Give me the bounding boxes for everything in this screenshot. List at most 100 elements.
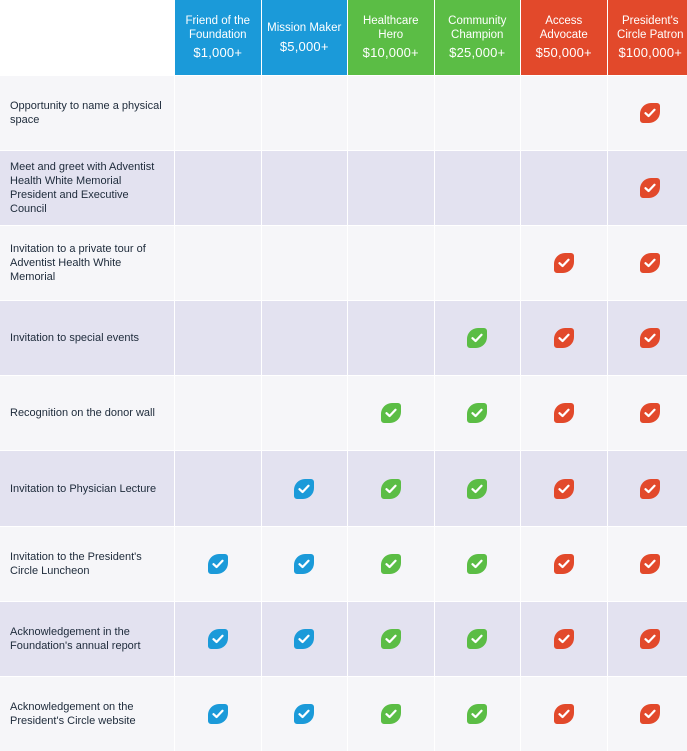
- tier-amount: $25,000+: [449, 46, 505, 60]
- benefit-cell: [175, 301, 261, 375]
- benefit-cell: [175, 376, 261, 450]
- benefit-label: Invitation to the President's Circle Lun…: [0, 527, 174, 601]
- benefit-cell: [521, 376, 607, 450]
- benefit-cell: [521, 451, 607, 525]
- check-leaf-icon: [467, 629, 487, 649]
- benefit-cell: [608, 301, 687, 375]
- tier-amount: $10,000+: [363, 46, 419, 60]
- check-leaf-icon: [554, 554, 574, 574]
- benefit-cell: [262, 376, 348, 450]
- check-leaf-icon: [294, 554, 314, 574]
- tier-amount: $1,000+: [193, 46, 242, 60]
- tier-name: Friend of the Foundation: [179, 15, 257, 42]
- tier-name: President's Circle Patron: [612, 15, 687, 42]
- benefit-label: Acknowledgement on the President's Circl…: [0, 677, 174, 751]
- benefit-cell: [175, 677, 261, 751]
- benefit-cell: [521, 151, 607, 225]
- benefit-cell: [175, 527, 261, 601]
- benefit-cell: [608, 602, 687, 676]
- check-leaf-icon: [208, 554, 228, 574]
- benefit-cell: [262, 226, 348, 300]
- check-leaf-icon: [294, 629, 314, 649]
- tier-header: Friend of the Foundation $1,000+: [175, 0, 261, 75]
- benefit-cell: [521, 527, 607, 601]
- benefit-cell: [435, 451, 521, 525]
- check-leaf-icon: [294, 704, 314, 724]
- benefit-cell: [262, 451, 348, 525]
- check-leaf-icon: [208, 704, 228, 724]
- benefit-cell: [348, 677, 434, 751]
- tier-header: Mission Maker $5,000+: [262, 0, 348, 75]
- check-leaf-icon: [640, 328, 660, 348]
- benefit-cell: [435, 527, 521, 601]
- benefit-cell: [608, 527, 687, 601]
- benefit-cell: [521, 301, 607, 375]
- benefit-cell: [262, 76, 348, 150]
- check-leaf-icon: [554, 629, 574, 649]
- benefit-cell: [435, 301, 521, 375]
- benefit-label: Invitation to Physician Lecture: [0, 451, 174, 525]
- benefit-label: Invitation to special events: [0, 301, 174, 375]
- check-leaf-icon: [640, 103, 660, 123]
- benefit-cell: [608, 76, 687, 150]
- tier-amount: $100,000+: [618, 46, 682, 60]
- benefit-cell: [262, 527, 348, 601]
- benefit-cell: [608, 376, 687, 450]
- benefit-cell: [521, 226, 607, 300]
- benefit-cell: [262, 602, 348, 676]
- check-leaf-icon: [554, 704, 574, 724]
- benefit-cell: [435, 376, 521, 450]
- benefit-cell: [608, 226, 687, 300]
- benefit-cell: [175, 76, 261, 150]
- check-leaf-icon: [640, 479, 660, 499]
- benefit-cell: [435, 602, 521, 676]
- check-leaf-icon: [640, 629, 660, 649]
- tier-name: Healthcare Hero: [352, 15, 430, 42]
- check-leaf-icon: [467, 479, 487, 499]
- benefit-cell: [175, 602, 261, 676]
- benefit-cell: [348, 451, 434, 525]
- benefit-cell: [348, 602, 434, 676]
- table-corner: [0, 0, 174, 75]
- check-leaf-icon: [640, 178, 660, 198]
- benefit-cell: [348, 226, 434, 300]
- check-leaf-icon: [640, 403, 660, 423]
- benefit-cell: [262, 301, 348, 375]
- tier-name: Community Champion: [439, 15, 517, 42]
- check-leaf-icon: [208, 629, 228, 649]
- tier-amount: $5,000+: [280, 40, 329, 54]
- benefit-cell: [435, 677, 521, 751]
- benefit-cell: [435, 76, 521, 150]
- tier-amount: $50,000+: [536, 46, 592, 60]
- benefit-label: Acknowledgement in the Foundation's annu…: [0, 602, 174, 676]
- benefit-cell: [608, 151, 687, 225]
- benefit-cell: [262, 677, 348, 751]
- benefit-cell: [348, 376, 434, 450]
- tier-header: Community Champion $25,000+: [435, 0, 521, 75]
- benefit-cell: [435, 226, 521, 300]
- tier-name: Access Advocate: [525, 15, 603, 42]
- benefit-cell: [608, 677, 687, 751]
- check-leaf-icon: [467, 403, 487, 423]
- benefit-cell: [262, 151, 348, 225]
- tier-name: Mission Maker: [267, 22, 341, 36]
- check-leaf-icon: [554, 479, 574, 499]
- benefit-label: Opportunity to name a physical space: [0, 76, 174, 150]
- benefit-cell: [521, 677, 607, 751]
- check-leaf-icon: [467, 704, 487, 724]
- benefit-cell: [521, 76, 607, 150]
- check-leaf-icon: [554, 253, 574, 273]
- check-leaf-icon: [467, 328, 487, 348]
- check-leaf-icon: [554, 403, 574, 423]
- check-leaf-icon: [467, 554, 487, 574]
- tier-header: Healthcare Hero $10,000+: [348, 0, 434, 75]
- benefit-cell: [348, 76, 434, 150]
- tier-header: Access Advocate $50,000+: [521, 0, 607, 75]
- benefit-label: Recognition on the donor wall: [0, 376, 174, 450]
- tier-header: President's Circle Patron $100,000+: [608, 0, 687, 75]
- check-leaf-icon: [640, 554, 660, 574]
- benefit-cell: [175, 451, 261, 525]
- check-leaf-icon: [381, 479, 401, 499]
- check-leaf-icon: [640, 704, 660, 724]
- check-leaf-icon: [294, 479, 314, 499]
